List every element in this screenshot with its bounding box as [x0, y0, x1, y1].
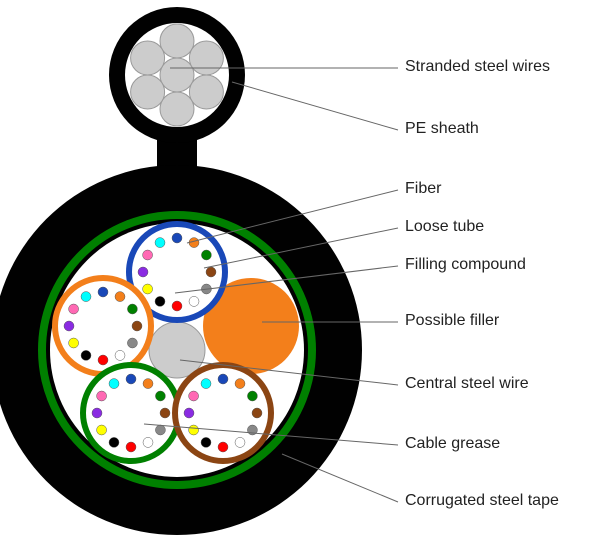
fiber-dot	[126, 374, 136, 384]
fiber-dot	[160, 408, 170, 418]
fiber-dot	[247, 391, 257, 401]
fiber-dot	[97, 391, 107, 401]
label-loose-tube: Loose tube	[405, 218, 484, 236]
fiber-dot	[126, 442, 136, 452]
label-central-steel-wire: Central steel wire	[405, 375, 529, 393]
fiber-dot	[201, 437, 211, 447]
fiber-dot	[132, 321, 142, 331]
fiber-dot	[143, 284, 153, 294]
fiber-dot	[218, 442, 228, 452]
fiber-dot	[98, 355, 108, 365]
fiber-dot	[206, 267, 216, 277]
fiber-dot	[98, 287, 108, 297]
fiber-dot	[252, 408, 262, 418]
fiber-dot	[143, 437, 153, 447]
fiber-dot	[155, 296, 165, 306]
fiber-dot	[92, 408, 102, 418]
label-corrugated-steel-tape: Corrugated steel tape	[405, 492, 559, 510]
label-fiber: Fiber	[405, 180, 441, 198]
loose-tube-2	[55, 278, 151, 374]
fiber-dot	[81, 350, 91, 360]
label-stranded-steel-wires: Stranded steel wires	[405, 58, 550, 76]
fiber-dot	[69, 338, 79, 348]
fiber-dot	[172, 233, 182, 243]
fiber-dot	[109, 437, 119, 447]
fiber-dot	[115, 350, 125, 360]
fiber-dot	[97, 425, 107, 435]
fiber-dot	[69, 304, 79, 314]
fiber-dot	[81, 292, 91, 302]
leader-pe-sheath	[232, 82, 398, 130]
fiber-dot	[155, 425, 165, 435]
fiber-dot	[109, 379, 119, 389]
fiber-dot	[201, 250, 211, 260]
fiber-dot	[235, 379, 245, 389]
fiber-dot	[235, 437, 245, 447]
fiber-dot	[138, 267, 148, 277]
fiber-dot	[201, 379, 211, 389]
fiber-dot	[143, 250, 153, 260]
loose-tube-4	[175, 365, 271, 461]
fiber-dot	[127, 304, 137, 314]
fiber-dot	[189, 391, 199, 401]
label-filling-compound: Filling compound	[405, 256, 526, 274]
fiber-dot	[155, 391, 165, 401]
fiber-dot	[155, 238, 165, 248]
fiber-dot	[115, 292, 125, 302]
fiber-dot	[184, 408, 194, 418]
fiber-dot	[127, 338, 137, 348]
label-cable-grease: Cable grease	[405, 435, 500, 453]
fiber-dot	[172, 301, 182, 311]
fiber-dot	[143, 379, 153, 389]
label-pe-sheath: PE sheath	[405, 120, 479, 138]
fiber-dot	[189, 425, 199, 435]
loose-tube-3	[83, 365, 179, 461]
fiber-dot	[189, 296, 199, 306]
fiber-dot	[218, 374, 228, 384]
label-possible-filler: Possible filler	[405, 312, 499, 330]
fiber-dot	[64, 321, 74, 331]
